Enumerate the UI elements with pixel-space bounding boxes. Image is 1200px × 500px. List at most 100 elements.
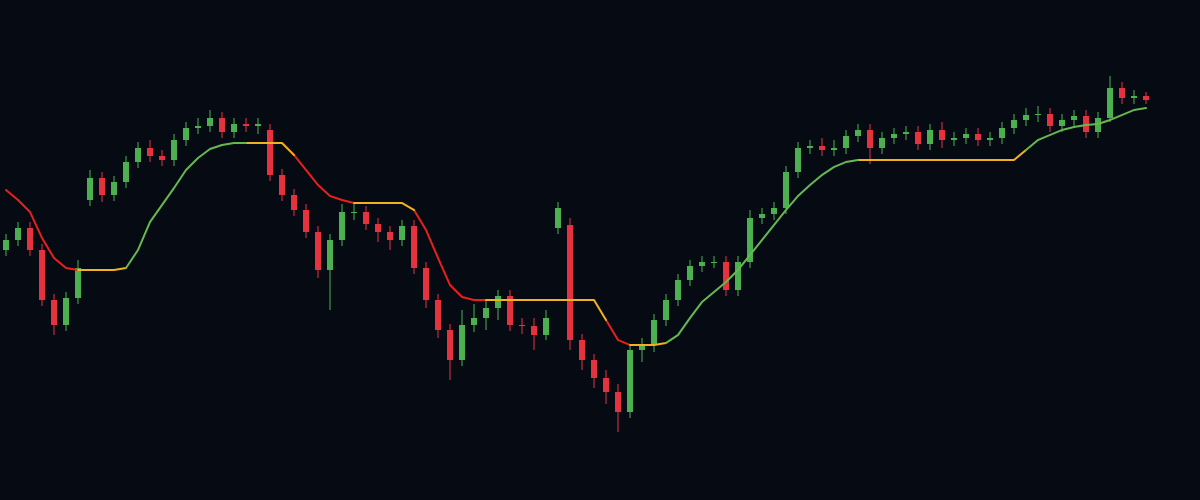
candle-body [99,178,105,195]
candle-body [1071,116,1077,120]
candle-body [555,208,561,228]
candle-body [819,146,825,150]
candle-body [351,212,357,213]
candle-body [915,132,921,144]
candle-body [627,350,633,412]
candle-body [243,124,249,126]
candle-body [567,225,573,340]
candle-body [843,136,849,148]
candle-body [699,262,705,266]
candle-body [651,320,657,345]
candle-body [1047,114,1053,126]
candle-body [543,318,549,335]
candle-body [183,128,189,140]
candle-body [855,130,861,136]
candle-body [759,214,765,218]
candle-body [1023,115,1029,120]
candle-body [519,325,525,326]
candle-body [363,212,369,224]
candle-body [951,138,957,140]
candle-body [507,296,513,325]
candle-body [927,130,933,144]
candle-body [423,268,429,300]
candle-body [255,124,261,126]
candle-body [483,308,489,318]
candle-body [339,212,345,240]
candle-body [291,195,297,210]
candle-body [459,325,465,360]
candle-body [399,226,405,240]
trend-line [125,107,1147,344]
candle-body [939,130,945,140]
candle-body [1059,120,1065,126]
trend-line [77,142,1027,346]
candle-body [747,218,753,262]
candle-body [711,262,717,263]
candle-body [387,232,393,240]
candle-body [771,208,777,214]
candle-body [1035,114,1041,115]
candle-body [987,138,993,140]
candle-body [75,268,81,298]
candle-body [231,124,237,132]
candle-body [207,118,213,126]
trend-line [5,154,631,346]
candle-body [375,224,381,232]
candle-body [447,330,453,360]
candle-body [663,300,669,320]
candle-body [963,134,969,138]
candle-body [267,130,273,175]
candle-body [135,148,141,162]
candle-body [411,226,417,268]
candle-body [51,300,57,325]
candle-body [171,140,177,160]
candle-body [315,232,321,270]
candle-body [903,132,909,134]
candle-body [687,266,693,280]
candle-body [495,296,501,308]
candle-body [63,298,69,325]
candle-body [327,240,333,270]
candle-body [603,378,609,392]
candle-body [783,172,789,208]
candle-body [435,300,441,330]
candle-body [219,118,225,132]
candle-body [615,392,621,412]
candle-body [303,210,309,232]
candle-body [159,156,165,160]
candle-body [723,262,729,290]
candle-body [975,134,981,140]
candle-body [471,318,477,325]
candle-body [195,126,201,128]
candle-body [675,280,681,300]
candle-body [1011,120,1017,128]
candle-body [795,148,801,172]
candle-body [27,228,33,250]
candle-body [579,340,585,360]
candle-body [831,148,837,150]
candle-body [891,134,897,138]
candle-body [123,162,129,182]
candle-body [111,182,117,195]
candle-body [147,148,153,156]
candle-body [39,250,45,300]
candle-body [1131,96,1137,98]
candle-body [279,175,285,195]
candle-body [735,262,741,290]
candle-body [15,228,21,240]
candle-body [591,360,597,378]
candle-body [879,138,885,148]
candle-body [1107,88,1113,118]
candle-body [807,146,813,148]
candle-body [1119,88,1125,98]
candle-body [867,130,873,148]
candle-body [87,178,93,200]
candle-body [3,240,9,250]
candle-body [999,128,1005,138]
candle-body [639,345,645,350]
candle-body [1143,96,1149,100]
candle-body [531,326,537,335]
